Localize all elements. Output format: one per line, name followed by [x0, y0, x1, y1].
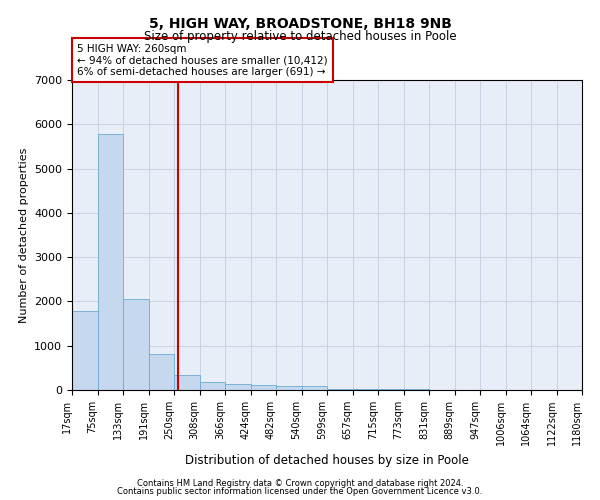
Text: Size of property relative to detached houses in Poole: Size of property relative to detached ho… — [143, 30, 457, 43]
Bar — [199, 382, 225, 390]
Bar — [251, 385, 276, 390]
Bar — [225, 384, 251, 390]
Text: 5 HIGH WAY: 260sqm
← 94% of detached houses are smaller (10,412)
6% of semi-deta: 5 HIGH WAY: 260sqm ← 94% of detached hou… — [77, 44, 328, 77]
Bar — [378, 389, 404, 390]
Text: Contains public sector information licensed under the Open Government Licence v3: Contains public sector information licen… — [118, 487, 482, 496]
Text: Contains HM Land Registry data © Crown copyright and database right 2024.: Contains HM Land Registry data © Crown c… — [137, 478, 463, 488]
Bar — [302, 386, 327, 390]
Y-axis label: Number of detached properties: Number of detached properties — [19, 148, 29, 322]
Bar — [123, 299, 149, 390]
Bar — [174, 375, 199, 390]
Text: 5, HIGH WAY, BROADSTONE, BH18 9NB: 5, HIGH WAY, BROADSTONE, BH18 9NB — [149, 18, 451, 32]
Bar — [97, 134, 123, 390]
X-axis label: Distribution of detached houses by size in Poole: Distribution of detached houses by size … — [185, 454, 469, 466]
Bar — [276, 386, 302, 390]
Bar — [72, 311, 97, 390]
Bar — [327, 388, 353, 390]
Bar — [149, 354, 174, 390]
Bar — [353, 388, 378, 390]
